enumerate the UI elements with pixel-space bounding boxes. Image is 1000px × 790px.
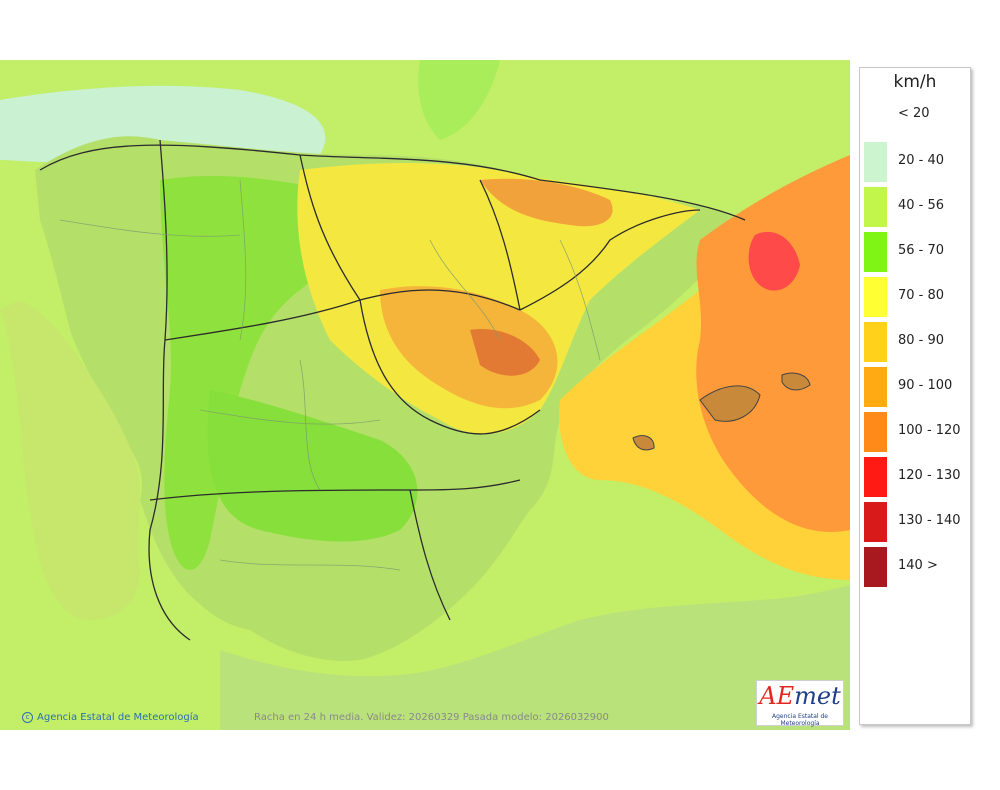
pale-zone-biscay [0, 85, 326, 163]
map-legend: km/h < 20 20 - 40 40 - 56 56 - 70 70 - 8… [859, 67, 971, 725]
portugal-coast-zone [0, 300, 140, 620]
legend-row: 70 - 80 [864, 277, 968, 317]
credit-label: Agencia Estatal de Meteorología [37, 712, 199, 723]
run-info-text: Racha en 24 h media. Validez: 20260329 P… [254, 712, 609, 723]
legend-below-label: < 20 [898, 106, 930, 121]
dark-orange-zone-iberian [470, 329, 540, 376]
copyright-icon: c [22, 712, 33, 723]
legend-label: 80 - 90 [898, 333, 945, 348]
yellow-zone-ebro [297, 163, 700, 434]
menorca [781, 372, 811, 391]
legend-label: 70 - 80 [898, 288, 945, 303]
credit-text: c Agencia Estatal de Meteorología [22, 712, 199, 723]
green-zone-center [207, 390, 418, 542]
legend-label: 100 - 120 [898, 423, 961, 438]
legend-swatch [864, 232, 887, 272]
aemet-logo: AEmet Agencia Estatal de Meteorología [756, 680, 844, 727]
legend-label: 40 - 56 [898, 198, 945, 213]
legend-row: 20 - 40 [864, 142, 968, 182]
orange-zone-pyrenees [480, 178, 613, 227]
wind-gust-map [0, 60, 850, 730]
legend-swatch [864, 322, 887, 362]
legend-row: 140 > [864, 547, 968, 587]
legend-swatch [864, 142, 887, 182]
logo-wordmark: AEmet [759, 682, 841, 710]
legend-swatch [864, 277, 887, 317]
north-africa-land [220, 585, 850, 730]
green-zone-west [160, 175, 345, 571]
legend-label: 130 - 140 [898, 513, 961, 528]
legend-row: 56 - 70 [864, 232, 968, 272]
ibiza [632, 435, 655, 451]
legend-row: 130 - 140 [864, 502, 968, 542]
legend-unit: km/h [893, 72, 937, 92]
legend-row: 120 - 130 [864, 457, 968, 497]
red-zone-gulf-of-lion [748, 231, 800, 291]
logo-subtitle: Agencia Estatal de Meteorología [771, 713, 828, 727]
legend-swatch [864, 502, 887, 542]
legend-label: 90 - 100 [898, 378, 953, 393]
legend-label: 20 - 40 [898, 153, 945, 168]
legend-label: 56 - 70 [898, 243, 945, 258]
legend-label: 120 - 130 [898, 468, 961, 483]
legend-swatch [864, 412, 887, 452]
orange-zone-balearic [696, 155, 850, 532]
legend-row: 40 - 56 [864, 187, 968, 227]
legend-row: 100 - 120 [864, 412, 968, 452]
legend-label: 140 > [898, 558, 938, 573]
mallorca [699, 385, 761, 422]
legend-swatch [864, 547, 887, 587]
regional-borders [39, 139, 746, 641]
legend-row: 90 - 100 [864, 367, 968, 407]
orange-zone-iberian [380, 286, 558, 409]
legend-swatch [864, 457, 887, 497]
legend-row: 80 - 90 [864, 322, 968, 362]
legend-swatch [864, 367, 887, 407]
province-borders [59, 179, 601, 571]
green-zone-north [418, 60, 500, 140]
legend-swatch [864, 187, 887, 227]
